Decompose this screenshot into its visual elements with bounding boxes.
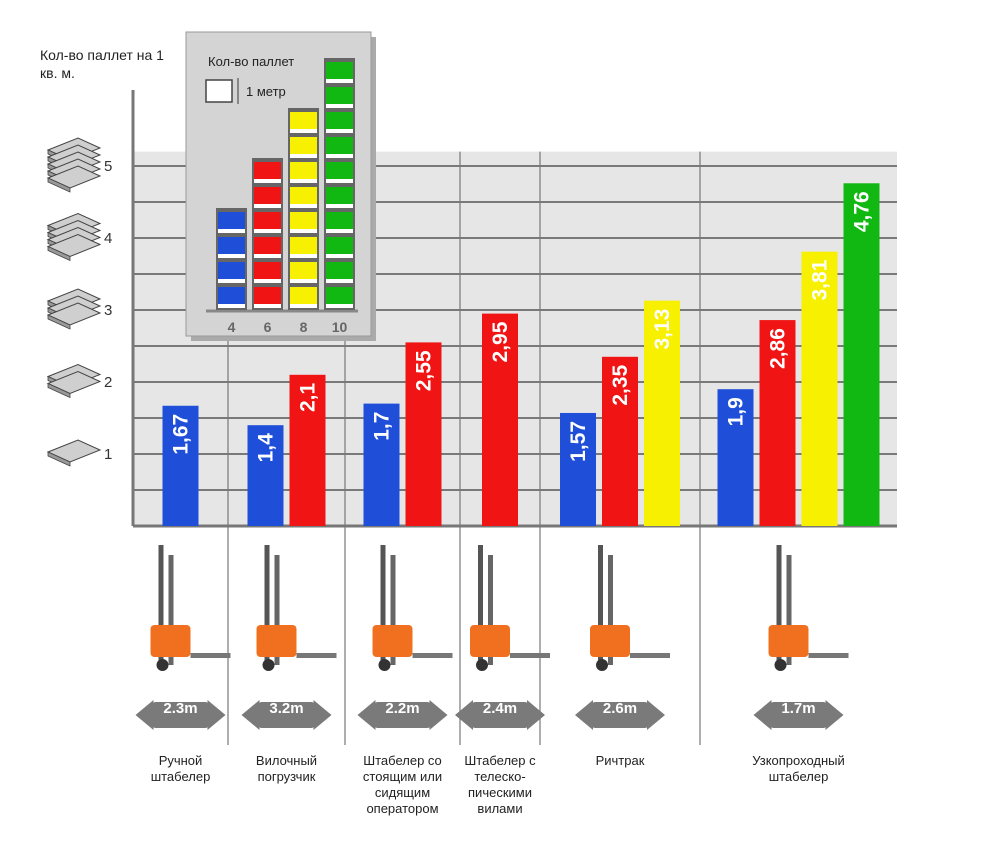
legend-pallet [218, 237, 245, 254]
legend-pallet [326, 62, 353, 79]
legend-pallet [254, 262, 281, 279]
double-arrow-icon [241, 700, 332, 730]
aisle-width-label: 2.2m [385, 700, 419, 717]
legend-unit-label: 1 метр [246, 84, 286, 99]
legend-pallet [326, 112, 353, 129]
bar-value-label: 3,81 [809, 259, 832, 300]
bar-value-label: 2,95 [489, 321, 512, 362]
y-tick-label: 2 [104, 374, 112, 391]
legend-pallet [326, 212, 353, 229]
legend-title: Кол-во паллет [208, 54, 294, 69]
legend-pallet [218, 212, 245, 229]
legend-pallet [218, 287, 245, 304]
double-arrow-icon [455, 700, 545, 730]
bar [843, 183, 880, 526]
bar [801, 251, 838, 526]
y-tick-label: 5 [104, 158, 112, 175]
bar [482, 313, 518, 526]
legend-entry-label: 4 [228, 319, 236, 335]
bar-value-label: 3,13 [651, 309, 674, 350]
bar [289, 374, 326, 526]
legend-pallet [254, 187, 281, 204]
legend-pallet [326, 137, 353, 154]
aisle-width-label: 1.7m [781, 700, 815, 717]
legend-entry-label: 10 [332, 319, 348, 335]
legend-pallet [290, 287, 317, 304]
bar [602, 356, 638, 526]
bar-value-label: 2,35 [609, 364, 632, 405]
pallet-stack-icon [46, 137, 102, 193]
bar [717, 389, 754, 526]
forklift-icon [470, 545, 550, 671]
legend-pallet [254, 212, 281, 229]
bar-value-label: 4,76 [851, 191, 874, 232]
bar [644, 300, 680, 526]
category-label: Ручной штабелер [150, 753, 211, 784]
bar [162, 405, 199, 526]
forklift-icon [768, 545, 849, 671]
pallet-stack-icon [46, 363, 102, 399]
legend-pallet [326, 237, 353, 254]
legend-pallet [254, 287, 281, 304]
legend-entry-label: 8 [300, 319, 308, 335]
bar-value-label: 2,55 [413, 350, 436, 391]
pallet-stack-icon [46, 439, 102, 467]
double-arrow-icon [135, 700, 226, 730]
legend-pallet [326, 187, 353, 204]
category-label: Узкопроходный штабелер [752, 753, 845, 784]
category-label: Ричтрак [595, 753, 645, 768]
legend-pallet [326, 162, 353, 179]
double-arrow-icon [753, 700, 844, 730]
y-tick-label: 1 [104, 446, 112, 463]
legend-pallet [290, 237, 317, 254]
legend-pallet [218, 262, 245, 279]
forklift-icon [590, 545, 670, 671]
aisle-width-label: 3.2m [269, 700, 303, 717]
legend-pallet [254, 162, 281, 179]
legend-pallet [290, 212, 317, 229]
bar-value-label: 1,57 [567, 421, 590, 462]
aisle-width-label: 2.4m [483, 700, 517, 717]
bar-value-label: 1,67 [170, 414, 193, 455]
legend-stack [252, 158, 283, 310]
forklift-icon [150, 545, 231, 671]
legend-pallet [326, 87, 353, 104]
double-arrow-icon [575, 700, 665, 730]
legend-pallet [326, 262, 353, 279]
aisle-width-label: 2.6m [603, 700, 637, 717]
y-tick-label: 4 [104, 230, 112, 247]
pallet-stack-icon [46, 288, 102, 330]
bar [560, 412, 596, 526]
pallet-stack-icon [46, 212, 102, 262]
bar-value-label: 1,9 [725, 397, 748, 426]
bar-value-label: 1,7 [371, 412, 394, 441]
y-axis-label: Кол-во паллет на 1 кв. м. [40, 47, 164, 81]
legend-pallet [290, 187, 317, 204]
legend-pallet [254, 237, 281, 254]
legend-pallet [326, 287, 353, 304]
category-label: Штабелер с телеско-пическими вилами [464, 753, 536, 816]
bar-value-label: 1,4 [255, 433, 278, 463]
bar [405, 342, 442, 526]
legend-pallet [290, 112, 317, 129]
legend-entry-label: 6 [264, 319, 272, 335]
bar-value-label: 2,86 [767, 328, 790, 369]
bar [363, 403, 400, 526]
legend-pallet [290, 137, 317, 154]
double-arrow-icon [357, 700, 448, 730]
legend-pallet [290, 162, 317, 179]
category-label: Штабелер со стоящим или сидящим оператор… [362, 753, 443, 816]
legend-pallet [290, 262, 317, 279]
bar-value-label: 2,1 [297, 382, 320, 412]
pallet-unit-icon [205, 79, 233, 103]
category-label: Вилочный погрузчик [255, 753, 318, 784]
y-tick-label: 3 [104, 302, 112, 319]
bar [759, 320, 796, 526]
forklift-icon [256, 545, 337, 671]
forklift-icon [372, 545, 453, 671]
bar [247, 425, 284, 526]
aisle-width-label: 2.3m [163, 700, 197, 717]
